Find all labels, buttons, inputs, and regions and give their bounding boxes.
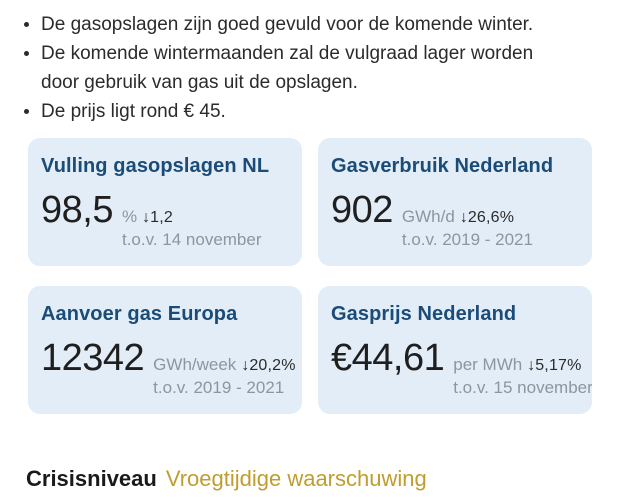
card-comparison: t.o.v. 14 november bbox=[121, 230, 262, 249]
bullet-text: De gasopslagen zijn goed gevuld voor de … bbox=[41, 14, 534, 35]
card-unit: % bbox=[121, 207, 138, 226]
crisis-level-value: Vroegtijdige waarschuwing bbox=[165, 466, 427, 491]
card-metric: €44,61 per MWh ↓5,17% t.o.v. 15 november bbox=[331, 337, 592, 398]
card-value: 902 bbox=[331, 189, 393, 231]
card-unit: GWh/week bbox=[153, 355, 237, 374]
card-title: Gasprijs Nederland bbox=[331, 303, 517, 325]
kpi-card-gasprijs-nederland: Gasprijs Nederland €44,61 per MWh ↓5,17% … bbox=[318, 286, 592, 414]
card-delta: 26,6% bbox=[467, 209, 515, 226]
bullet-icon bbox=[24, 51, 29, 56]
card-comparison: t.o.v. 2019 - 2021 bbox=[401, 230, 533, 249]
card-detail-line: % ↓1,2 bbox=[122, 207, 262, 227]
card-metric: 902 GWh/d ↓26,6% t.o.v. 2019 - 2021 bbox=[331, 189, 580, 250]
kpi-card-grid: Vulling gasopslagen NL 98,5 % ↓1,2 t.o.v.… bbox=[28, 138, 592, 414]
arrow-down-icon: ↓ bbox=[142, 209, 151, 226]
list-item: De gasopslagen zijn goed gevuld voor de … bbox=[24, 10, 586, 39]
card-metric: 12342 GWh/week ↓20,2% t.o.v. 2019 - 2021 bbox=[41, 337, 295, 398]
arrow-down-icon: ↓ bbox=[527, 357, 536, 374]
crisis-level-label: Crisisniveau bbox=[26, 466, 157, 491]
arrow-down-icon: ↓ bbox=[459, 209, 468, 226]
card-details: GWh/week ↓20,2% t.o.v. 2019 - 2021 bbox=[153, 355, 295, 398]
card-metric: 98,5 % ↓1,2 t.o.v. 14 november bbox=[41, 189, 290, 250]
bullet-icon bbox=[24, 109, 29, 114]
card-value: 98,5 bbox=[41, 189, 113, 231]
card-title: Gasverbruik Nederland bbox=[331, 155, 554, 177]
card-delta: 5,17% bbox=[535, 357, 582, 374]
kpi-card-gasverbruik-nederland: Gasverbruik Nederland 902 GWh/d ↓26,6% t.… bbox=[318, 138, 592, 266]
card-detail-line: GWh/d ↓26,6% bbox=[402, 207, 533, 227]
card-unit: GWh/d bbox=[401, 207, 455, 226]
summary-bullet-list: De gasopslagen zijn goed gevuld voor de … bbox=[0, 0, 626, 126]
card-value: 12342 bbox=[41, 337, 145, 379]
kpi-card-vulling-gasopslagen-nl: Vulling gasopslagen NL 98,5 % ↓1,2 t.o.v.… bbox=[28, 138, 302, 266]
card-detail-line: per MWh ↓5,17% bbox=[453, 355, 582, 375]
card-delta: 20,2% bbox=[249, 357, 296, 374]
bullet-text: De prijs ligt rond € 45. bbox=[41, 101, 226, 122]
list-item: De prijs ligt rond € 45. bbox=[24, 97, 586, 126]
kpi-card-aanvoer-gas-europa: Aanvoer gas Europa 12342 GWh/week ↓20,2% … bbox=[28, 286, 302, 414]
crisis-level-row: Crisisniveau Vroegtijdige waarschuwing bbox=[26, 466, 427, 492]
card-title: Aanvoer gas Europa bbox=[41, 303, 238, 325]
bullet-icon bbox=[24, 22, 29, 27]
card-comparison: t.o.v. 2019 - 2021 bbox=[153, 378, 285, 397]
card-unit: per MWh bbox=[453, 355, 523, 374]
card-delta: 1,2 bbox=[150, 209, 173, 226]
bullet-text: De komende wintermaanden zal de vulgraad… bbox=[41, 43, 534, 93]
card-comparison: t.o.v. 15 november bbox=[453, 378, 592, 397]
arrow-down-icon: ↓ bbox=[241, 357, 250, 374]
card-title: Vulling gasopslagen NL bbox=[41, 155, 270, 177]
card-value: €44,61 bbox=[331, 337, 445, 379]
list-item: De komende wintermaanden zal de vulgraad… bbox=[24, 39, 586, 97]
card-detail-line: GWh/week ↓20,2% bbox=[153, 355, 295, 375]
card-details: per MWh ↓5,17% t.o.v. 15 november bbox=[453, 355, 592, 398]
card-details: GWh/d ↓26,6% t.o.v. 2019 - 2021 bbox=[402, 207, 533, 250]
card-details: % ↓1,2 t.o.v. 14 november bbox=[122, 207, 262, 250]
